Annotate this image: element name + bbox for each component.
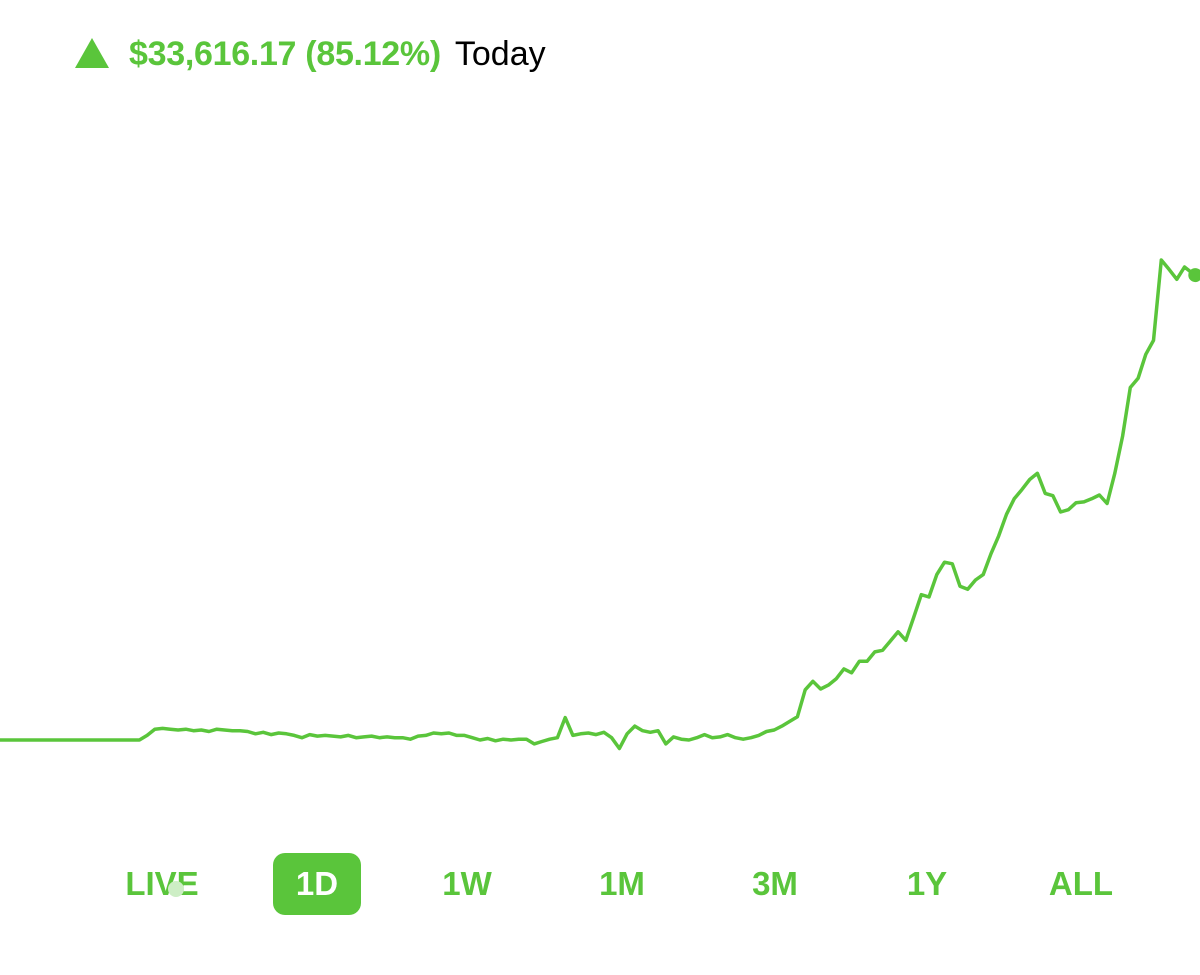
range-tab-label: 3M <box>752 865 798 902</box>
range-tab-label: 1D <box>295 865 339 902</box>
current-price-marker <box>1188 268 1200 283</box>
range-tab-live[interactable]: LIVE <box>80 853 210 915</box>
triangle-up-icon <box>75 38 109 68</box>
price-series-line <box>0 258 1195 751</box>
range-tab-label: 1Y <box>906 865 948 902</box>
range-tab-label: 1M <box>599 865 645 902</box>
range-tab-3m[interactable]: 3M <box>733 853 817 915</box>
range-tab-1d[interactable]: 1D <box>273 853 361 915</box>
range-tab-1w[interactable]: 1W <box>425 853 509 915</box>
price-change-header: $33,616.17 (85.12%) Today <box>75 28 546 80</box>
range-tab-label: 1W <box>442 865 492 902</box>
change-value: $33,616.17 (85.12%) <box>129 34 441 73</box>
period-label: Today <box>454 34 546 73</box>
range-tab-all[interactable]: ALL <box>1036 853 1126 915</box>
range-selector: LIVE 1D 1W 1M 3M 1Y ALL <box>0 850 1200 920</box>
range-tab-1m[interactable]: 1M <box>580 853 664 915</box>
range-tab-label: LIVE <box>125 865 199 902</box>
range-tab-label: ALL <box>1048 865 1114 902</box>
range-tab-1y[interactable]: 1Y <box>885 853 969 915</box>
live-dot-icon <box>168 881 184 897</box>
